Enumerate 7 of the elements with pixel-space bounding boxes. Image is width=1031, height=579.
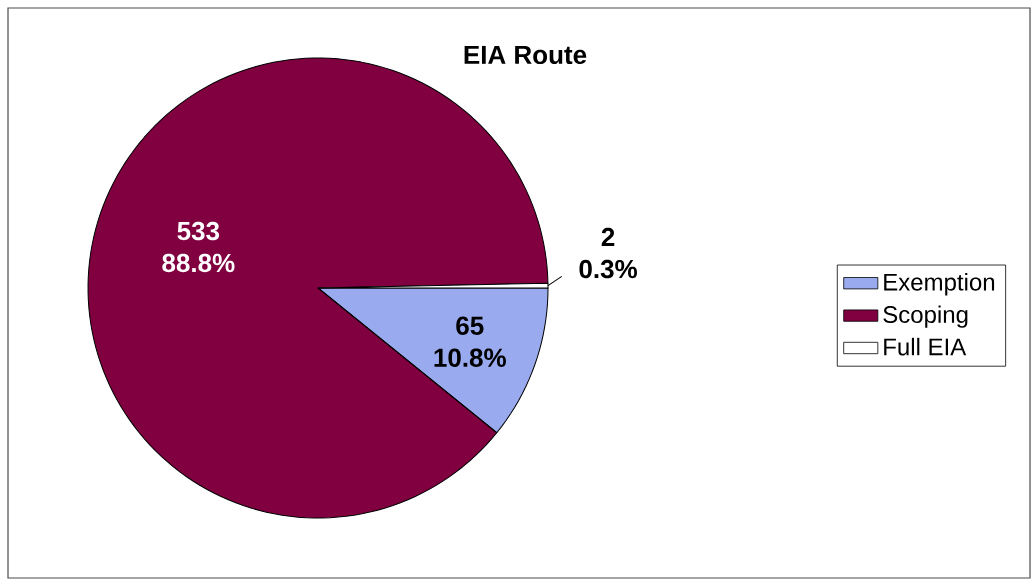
legend-label: Full EIA bbox=[884, 337, 967, 356]
legend-label: Exemption bbox=[884, 273, 995, 296]
data-label: 533 88.8% bbox=[162, 221, 235, 273]
legend-label: Scoping bbox=[883, 305, 968, 328]
data-label: 2 0.3% bbox=[579, 227, 637, 279]
chart-title: EIA Route bbox=[464, 45, 587, 65]
data-label: 65 10.8% bbox=[434, 316, 506, 367]
